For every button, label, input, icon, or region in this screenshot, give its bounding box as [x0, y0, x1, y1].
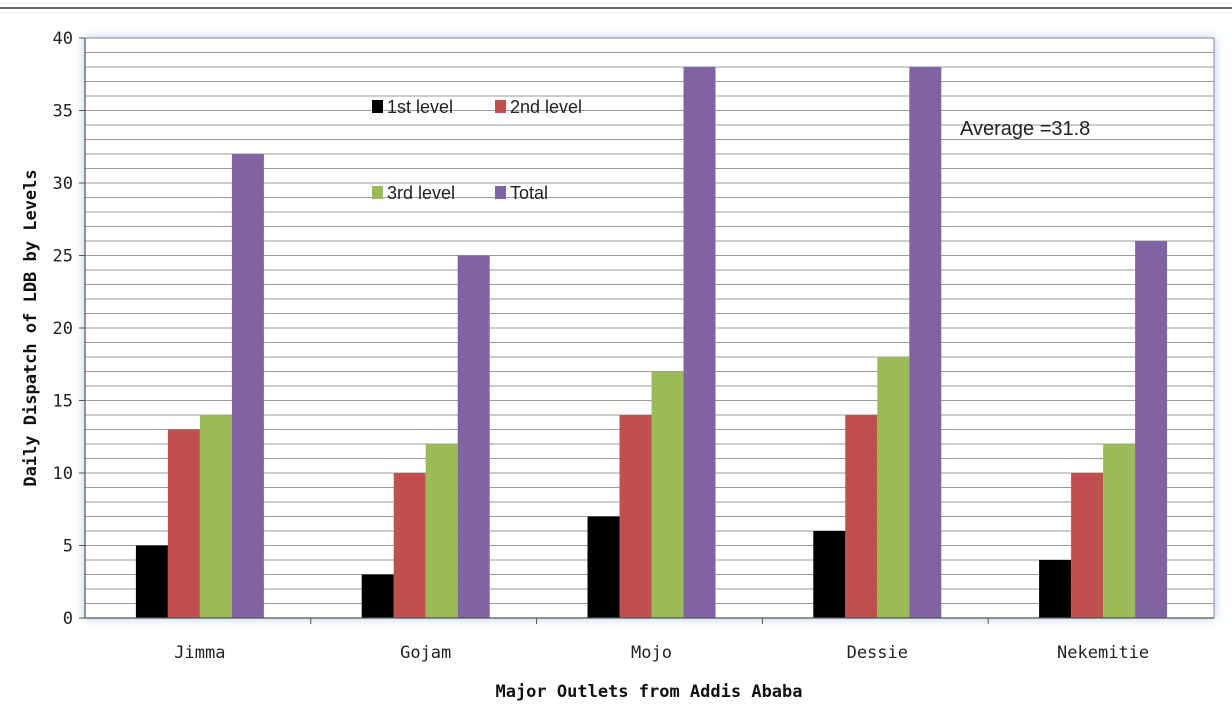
- legend: 1st level 2nd level 3rd level Total: [372, 97, 582, 203]
- legend-label-total: Total: [510, 183, 548, 203]
- y-axis-title: Daily Dispatch of LDB by Levels: [21, 169, 41, 486]
- y-tick-label: 35: [53, 102, 73, 122]
- legend-swatch-2nd-level: [495, 100, 506, 113]
- bar-dessie-3rd-level: [877, 357, 910, 618]
- bar-gojam-total: [457, 255, 490, 618]
- bar-mojo-1st-level: [587, 516, 620, 618]
- bar-gojam-1st-level: [361, 574, 394, 618]
- legend-swatch-1st-level: [372, 100, 383, 113]
- legend-swatch-total: [495, 186, 506, 199]
- bar-jimma-3rd-level: [199, 415, 232, 618]
- y-tick-label: 10: [53, 464, 73, 484]
- y-tick-label: 0: [63, 609, 73, 629]
- bar-nekemitie-1st-level: [1039, 560, 1072, 618]
- bar-jimma-1st-level: [135, 545, 168, 618]
- bar-mojo-total: [683, 67, 716, 618]
- y-tick-label: 25: [53, 247, 73, 267]
- bar-gojam-3rd-level: [425, 444, 458, 618]
- bar-jimma-total: [231, 154, 264, 618]
- bar-dessie-2nd-level: [845, 415, 878, 618]
- bar-dessie-1st-level: [813, 531, 846, 618]
- bar-nekemitie-2nd-level: [1071, 473, 1104, 618]
- x-axis-ticks: Jimma Gojam Mojo Dessie Nekemitie: [174, 618, 1149, 663]
- bar-nekemitie-total: [1135, 241, 1168, 618]
- x-tick-label-nekemitie: Nekemitie: [1057, 643, 1149, 663]
- legend-label-3rd-level: 3rd level: [387, 183, 455, 203]
- bar-nekemitie-3rd-level: [1103, 444, 1136, 618]
- bars: [135, 67, 1168, 618]
- bar-dessie-total: [909, 67, 942, 618]
- y-axis-ticks: 0 5 10 15 20 25 30 35 40: [53, 29, 85, 629]
- y-tick-label: 40: [53, 29, 73, 49]
- y-tick-label: 5: [63, 537, 73, 557]
- y-tick-label: 30: [53, 174, 73, 194]
- average-annotation: Average =31.8: [960, 118, 1090, 140]
- legend-label-1st-level: 1st level: [387, 97, 453, 117]
- x-axis-title: Major Outlets from Addis Ababa: [495, 682, 802, 702]
- bar-gojam-2nd-level: [393, 473, 426, 618]
- legend-label-2nd-level: 2nd level: [510, 97, 582, 117]
- legend-swatch-3rd-level: [372, 186, 383, 199]
- bar-mojo-3rd-level: [651, 371, 684, 618]
- x-tick-label-jimma: Jimma: [174, 643, 225, 663]
- y-tick-label: 15: [53, 392, 73, 412]
- y-tick-label: 20: [53, 319, 73, 339]
- x-tick-label-dessie: Dessie: [847, 643, 908, 663]
- x-tick-label-gojam: Gojam: [400, 643, 451, 663]
- x-tick-label-mojo: Mojo: [631, 643, 672, 663]
- bar-mojo-2nd-level: [619, 415, 652, 618]
- bar-jimma-2nd-level: [167, 429, 200, 618]
